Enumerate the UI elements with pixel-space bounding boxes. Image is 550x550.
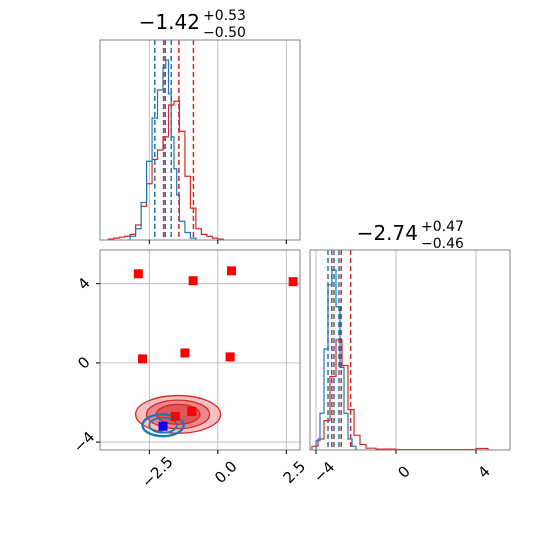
panel-bottom-left: −2.5 0.0 2.5 −4 0 4 (70, 249, 310, 491)
histogram-blue (315, 269, 357, 450)
x-tick-label: 0.0 (211, 457, 241, 487)
tick-label: 4 (474, 462, 493, 481)
sample-point-red (137, 354, 147, 364)
sample-point-red (288, 277, 298, 287)
histogram-blue (129, 59, 197, 240)
sample-point-red (225, 352, 235, 362)
title-x-sub: −0.50 (203, 25, 246, 41)
panel-top-left-frame (99, 39, 301, 241)
sample-point-blue (158, 421, 168, 431)
sample-point-red (227, 266, 237, 276)
sample-point-red (133, 269, 143, 279)
density-contour-blue (141, 413, 185, 438)
panel-bottom-right-frame (309, 249, 511, 451)
y-tick-label: 0 (74, 353, 93, 372)
x-tick-label: −2.5 (138, 453, 176, 491)
x-tick-label: 2.5 (280, 457, 310, 487)
density-contour-blue (148, 416, 178, 434)
title-y-sub: −0.46 (421, 236, 464, 252)
histogram-red (311, 339, 489, 451)
title-y-sup: +0.47 (421, 219, 464, 235)
panel-top-left: −1.42 +0.53 −0.50 (99, 8, 301, 244)
tick-label: 0 (394, 462, 413, 481)
panel-bottom-left-frame (99, 249, 301, 451)
title-x-main: −1.42 (139, 10, 200, 34)
title-y-main: −2.74 (357, 221, 418, 245)
tick-label: −4 (310, 458, 338, 486)
sample-point-red (187, 406, 197, 416)
sample-point-red (170, 411, 180, 421)
y-tick-label: −4 (70, 428, 98, 456)
title-x-sup: +0.53 (203, 8, 246, 24)
sample-point-red (188, 276, 198, 286)
y-tick-label: 4 (74, 274, 93, 293)
panel-bottom-right: −2.74 +0.47 −0.46 −4 0 4 (309, 219, 511, 486)
histogram-red (107, 100, 224, 240)
sample-point-red (180, 348, 190, 358)
